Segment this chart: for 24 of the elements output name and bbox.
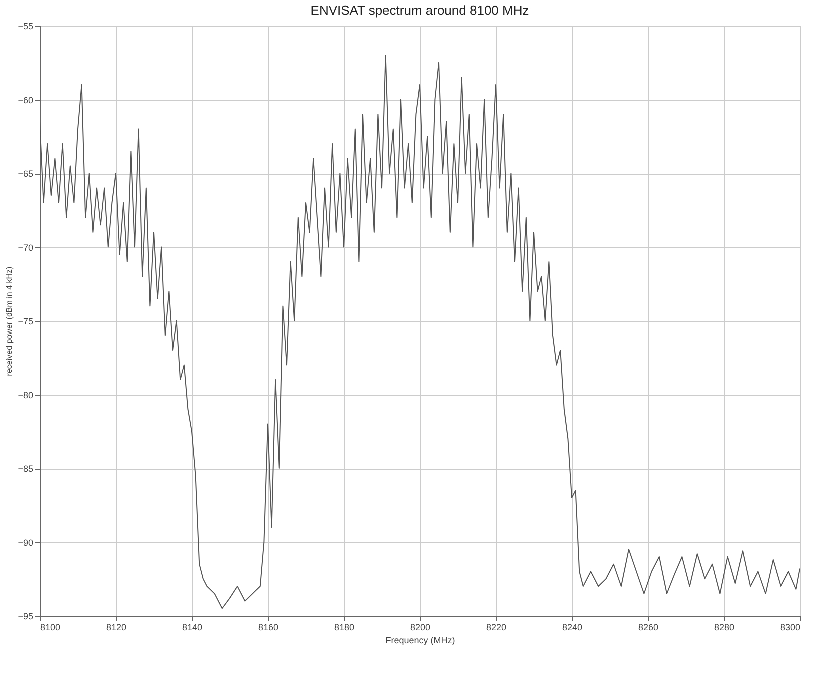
x-tick-label: 8180: [334, 622, 355, 632]
y-tick-label: −80: [18, 390, 34, 400]
chart-title: ENVISAT spectrum around 8100 MHz: [310, 3, 530, 18]
line-series: [40, 55, 800, 610]
y-tick-label: −65: [18, 169, 34, 179]
y-tick-label: −60: [18, 95, 34, 106]
y-tick-label: −55: [18, 22, 34, 32]
x-tick-label: 8280: [714, 622, 735, 632]
x-tick-label: 8200: [410, 622, 431, 632]
x-tick-label: 8100: [40, 622, 61, 632]
y-tick-label: −75: [18, 316, 34, 326]
y-tick-label: −90: [18, 538, 34, 548]
x-tick-label: 8160: [258, 622, 279, 632]
x-axis-title: Frequency (MHz): [386, 636, 456, 646]
y-tick-label: −95: [18, 612, 34, 622]
x-tick-label: 8300: [780, 622, 800, 632]
x-tick-label: 8260: [638, 622, 659, 632]
x-tick-label: 8120: [106, 622, 127, 632]
y-tick-label: −70: [18, 242, 34, 253]
y-tick-label: −85: [18, 464, 34, 474]
x-tick-label: 8140: [182, 622, 203, 632]
x-tick-label: 8220: [486, 622, 507, 632]
x-tick-label: 8240: [562, 622, 583, 632]
y-axis-title: received power (dBm in 4 kHz): [5, 266, 14, 376]
